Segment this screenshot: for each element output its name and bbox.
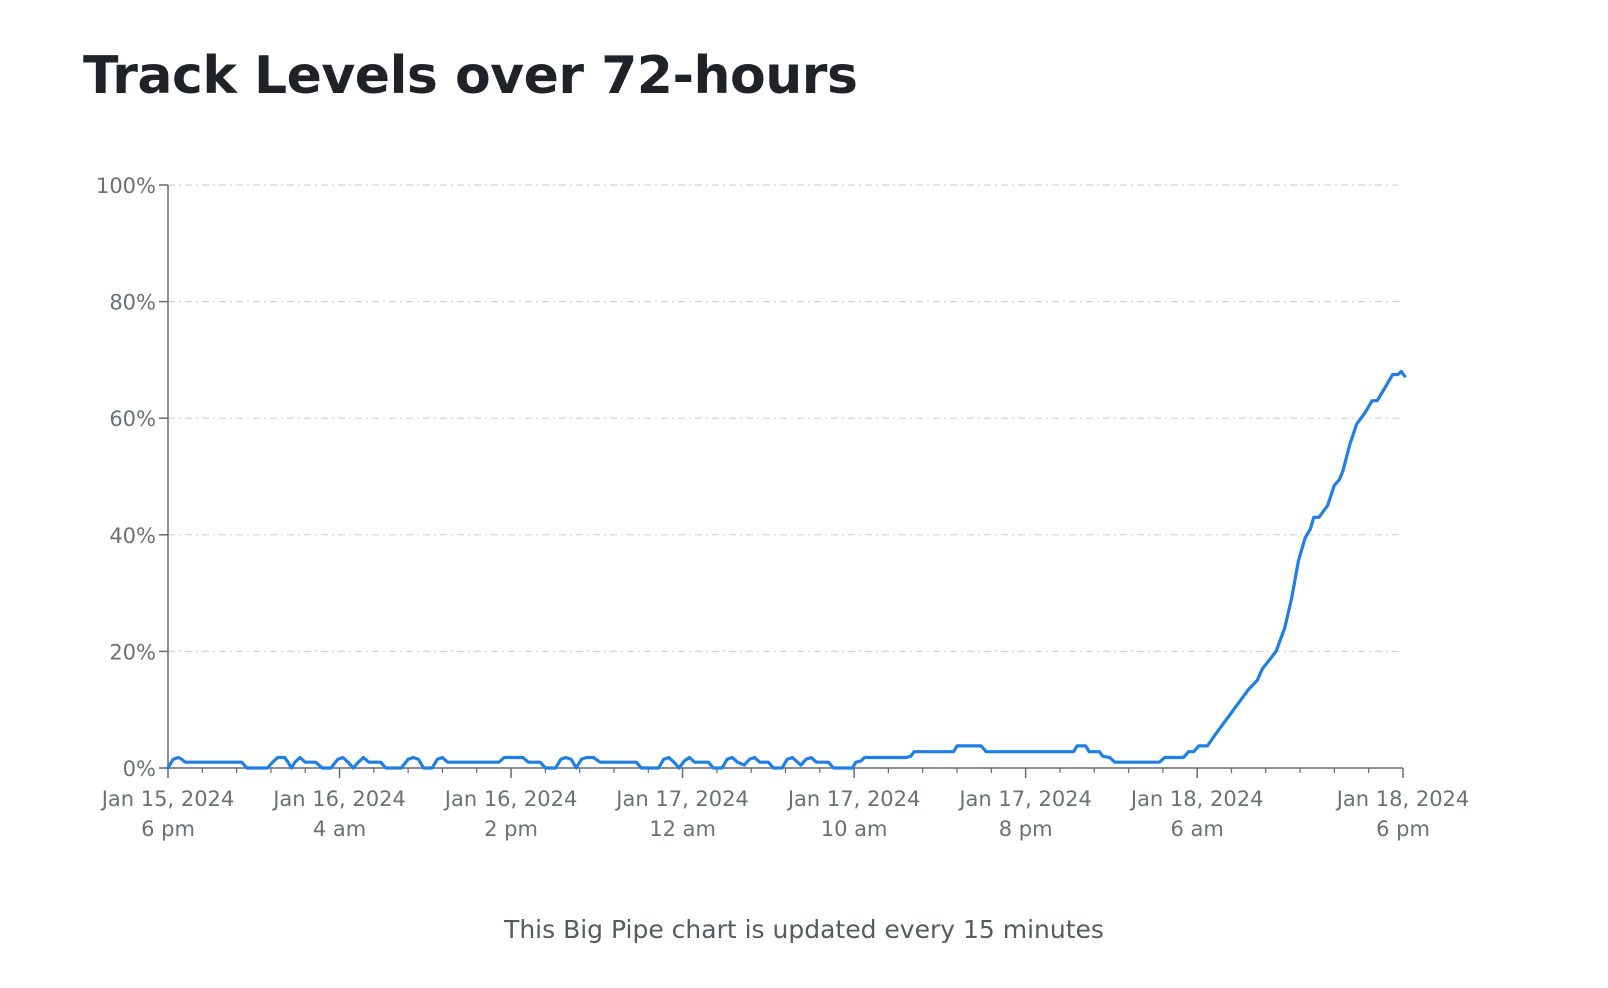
x-axis-ticks: Jan 15, 2024 6 pm Jan 16, 2024 4 am Jan 16, …: [100, 768, 1470, 841]
y-axis-ticks: 0% 20% 40% 60% 80% 100%: [96, 174, 168, 781]
axes: [167, 185, 1403, 769]
x-tick-label: Jan 16, 2024: [271, 787, 406, 811]
y-tick-label: 20%: [109, 640, 156, 664]
x-tick-label: Jan 17, 2024: [614, 787, 749, 811]
x-tick-label: Jan 15, 2024: [100, 787, 235, 811]
x-tick-label: Jan 17, 2024: [957, 787, 1092, 811]
x-tick-label: Jan 16, 2024: [443, 787, 578, 811]
update-footnote: This Big Pipe chart is updated every 15 …: [504, 915, 1104, 944]
series-layer: [166, 369, 1407, 770]
x-tick-label: 6 pm: [141, 817, 195, 841]
chart-title: Track Levels over 72-hours: [83, 46, 858, 106]
y-tick-label: 60%: [109, 407, 156, 431]
x-tick-label: Jan 17, 2024: [786, 787, 921, 811]
x-tick-label: 2 pm: [484, 817, 538, 841]
x-tick-label: 4 am: [313, 817, 366, 841]
series-line-0: [166, 369, 1407, 770]
x-tick-label: 6 am: [1170, 817, 1223, 841]
y-tick-label: 0%: [123, 757, 156, 781]
y-tick-label: 80%: [109, 291, 156, 315]
x-tick-label: Jan 18, 2024: [1129, 787, 1264, 811]
x-tick-label: 6 pm: [1376, 817, 1430, 841]
x-tick-label: 8 pm: [999, 817, 1053, 841]
y-tick-label: 100%: [96, 174, 156, 198]
x-tick-label: 10 am: [821, 817, 888, 841]
x-tick-label: Jan 18, 2024: [1335, 787, 1470, 811]
gridlines: [168, 184, 1403, 653]
y-tick-label: 40%: [109, 524, 156, 548]
x-tick-label: 12 am: [649, 817, 716, 841]
